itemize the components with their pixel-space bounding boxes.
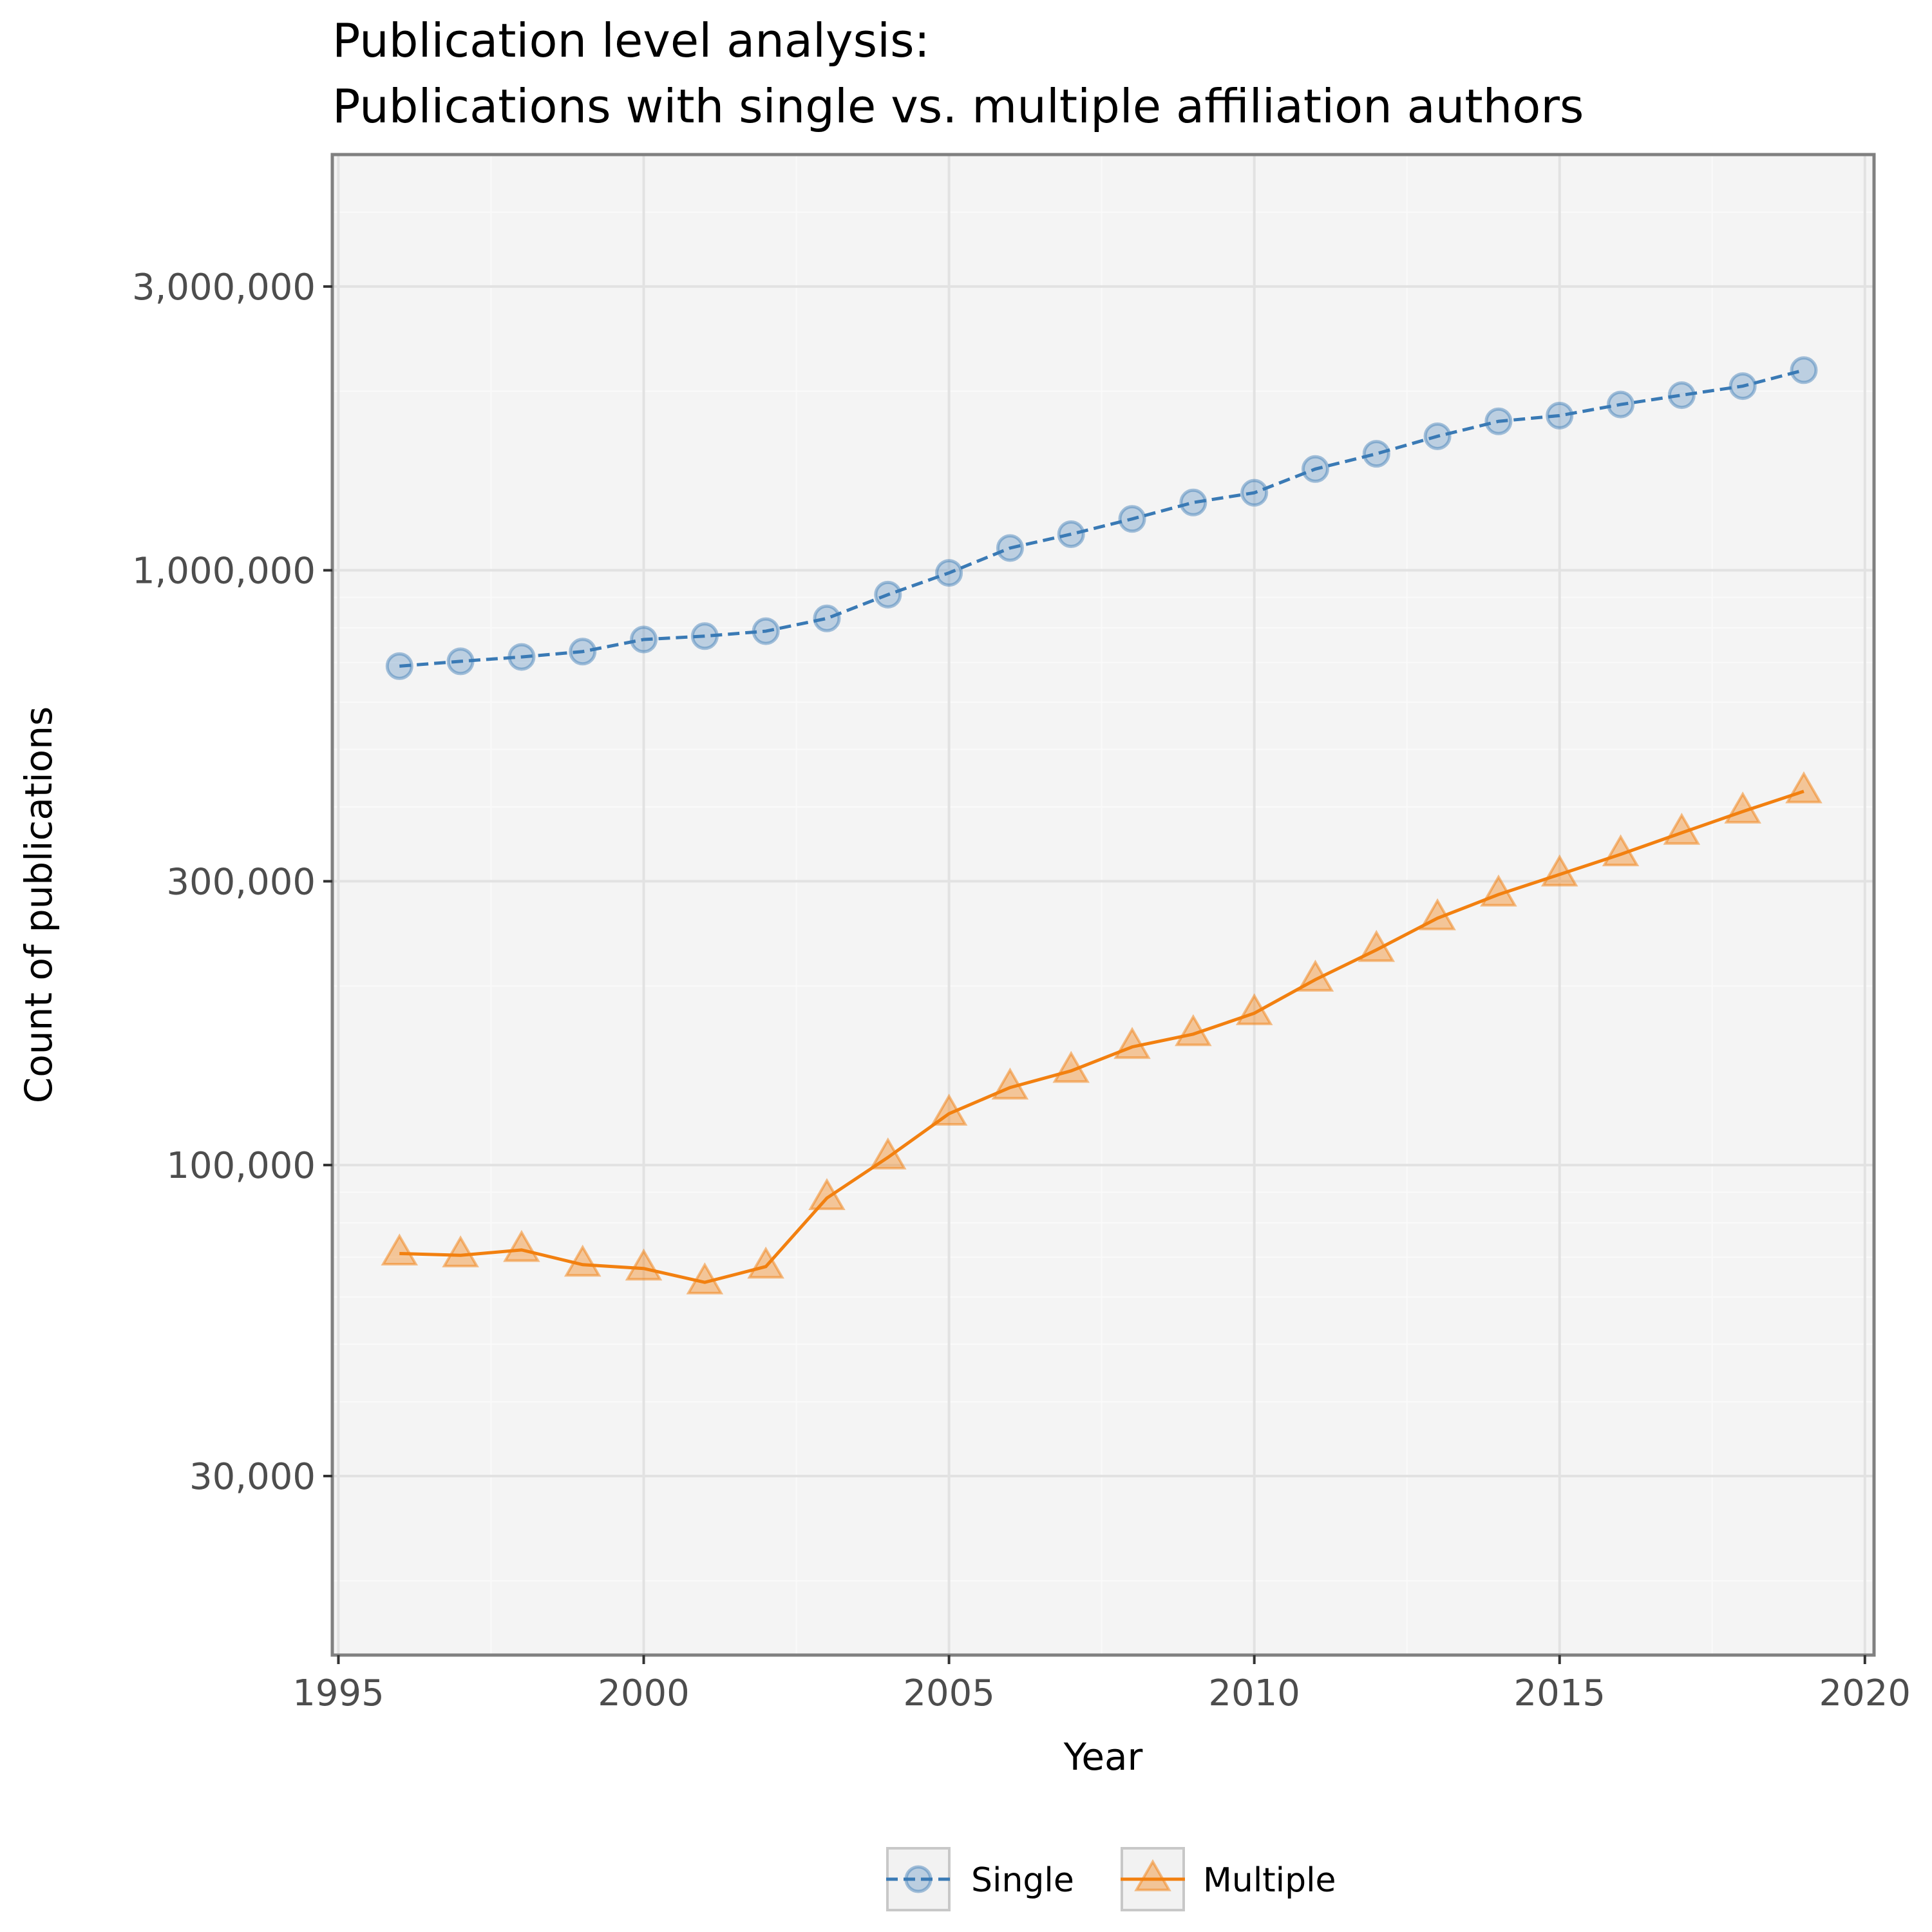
- legend-marker-triangle: [1134, 1859, 1171, 1891]
- data-point-multiple: [564, 1244, 601, 1277]
- data-point-single: [690, 622, 719, 650]
- data-point-single: [813, 604, 841, 632]
- data-point-single: [1362, 440, 1390, 468]
- chart-title: Publication level analysis:: [332, 14, 930, 68]
- series-layer: [381, 356, 1823, 1294]
- data-point-single: [1301, 455, 1329, 483]
- data-point-multiple: [1052, 1050, 1090, 1083]
- data-point-single: [1240, 478, 1269, 507]
- chart-subtitle: Publications with single vs. multiple af…: [332, 79, 1584, 133]
- legend-item-multiple: Multiple: [1121, 1847, 1336, 1911]
- data-point-single: [385, 652, 413, 680]
- data-point-single: [1423, 422, 1452, 450]
- data-point-multiple: [930, 1094, 968, 1126]
- data-point-single: [1667, 381, 1696, 410]
- data-point-multiple: [991, 1067, 1029, 1100]
- y-tick-label: 100,000: [166, 1145, 316, 1187]
- data-point-multiple: [1480, 874, 1517, 907]
- data-point-single: [935, 559, 963, 587]
- data-point-single: [630, 625, 658, 654]
- data-point-multiple: [1419, 898, 1456, 931]
- x-tick-label: 2000: [598, 1672, 690, 1714]
- data-point-multiple: [869, 1137, 907, 1170]
- data-point-single: [996, 534, 1024, 562]
- series-single: [385, 356, 1818, 680]
- data-point-single: [507, 643, 536, 671]
- y-tick-label: 1,000,000: [132, 551, 316, 592]
- x-tick-label: 2020: [1819, 1672, 1911, 1714]
- data-point-multiple: [503, 1229, 540, 1262]
- legend-label: Single: [971, 1861, 1074, 1900]
- data-point-single: [1179, 488, 1208, 516]
- y-tick-label: 30,000: [189, 1456, 316, 1498]
- data-point-single: [752, 617, 780, 645]
- data-point-multiple: [1540, 854, 1578, 887]
- x-tick-label: 2010: [1208, 1672, 1300, 1714]
- series-multiple: [381, 771, 1823, 1294]
- y-axis-label: Count of publications: [17, 706, 61, 1103]
- data-point-multiple: [1358, 929, 1396, 962]
- legend: Single Multiple: [886, 1847, 1336, 1911]
- data-point-single: [1728, 372, 1757, 401]
- legend-marker-circle: [904, 1865, 933, 1893]
- data-point-multiple: [808, 1178, 846, 1210]
- data-point-multiple: [1663, 812, 1701, 845]
- legend-label: Multiple: [1203, 1861, 1336, 1900]
- data-point-multiple: [1296, 960, 1334, 992]
- x-tick-label: 1995: [292, 1672, 384, 1714]
- data-point-single: [1057, 520, 1085, 548]
- data-point-multiple: [1724, 791, 1761, 824]
- data-point-single: [446, 647, 475, 676]
- x-tick-label: 2005: [903, 1672, 995, 1714]
- data-point-multiple: [686, 1262, 724, 1294]
- x-tick-label: 2015: [1513, 1672, 1605, 1714]
- data-point-multiple: [381, 1233, 419, 1266]
- data-point-single: [1118, 505, 1146, 533]
- x-axis: 1995 2000 2005 2010 2015 2020: [292, 1655, 1911, 1714]
- plot-border: [330, 153, 1876, 1657]
- data-point-multiple: [442, 1235, 479, 1267]
- x-axis-label: Year: [1063, 1735, 1143, 1779]
- data-point-multiple: [1235, 993, 1273, 1025]
- data-point-multiple: [625, 1248, 663, 1281]
- y-tick-label: 3,000,000: [132, 267, 316, 308]
- data-point-single: [1484, 407, 1513, 435]
- data-point-multiple: [1602, 834, 1640, 867]
- y-axis: 30,000 100,000 300,000 1,000,000 3,000,000: [132, 267, 332, 1498]
- data-point-single: [1546, 401, 1574, 430]
- y-tick-label: 300,000: [166, 861, 316, 903]
- data-point-single: [1607, 390, 1635, 419]
- plot-background: [332, 155, 1874, 1655]
- series-line-single: [399, 368, 1804, 668]
- data-point-multiple: [1175, 1014, 1212, 1046]
- legend-item-single: Single: [886, 1847, 1074, 1911]
- data-point-multiple: [1785, 771, 1823, 804]
- data-point-single: [1790, 356, 1818, 384]
- data-point-multiple: [747, 1246, 784, 1279]
- data-point-multiple: [1113, 1027, 1151, 1059]
- data-point-single: [874, 580, 902, 609]
- grid-lines: [332, 154, 1874, 1655]
- data-point-single: [569, 638, 597, 666]
